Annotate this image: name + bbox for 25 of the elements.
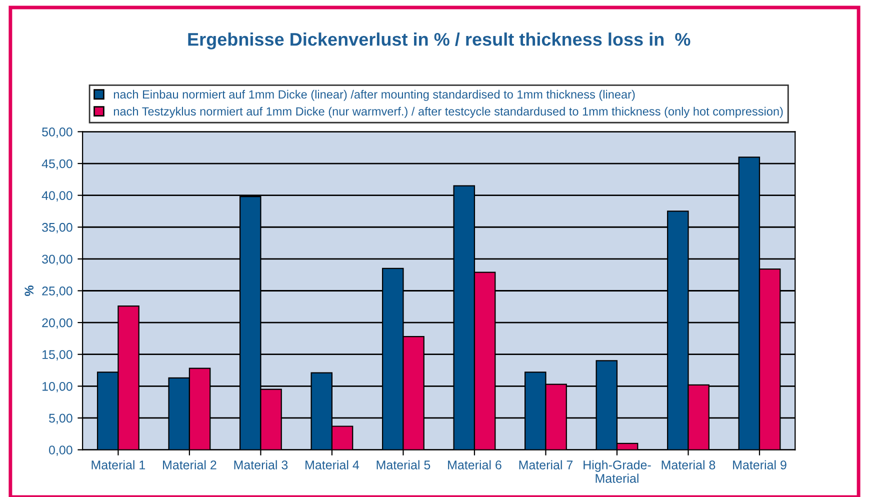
- y-tick-label: 10,00: [42, 382, 72, 392]
- y-tick-label: 5,00: [49, 414, 72, 424]
- x-tick-label: Material 9: [733, 460, 786, 470]
- y-tick-label: 45,00: [42, 159, 72, 170]
- x-tick-label: High-Grade- Material: [584, 460, 651, 483]
- legend-label: nach Einbau normiert auf 1mm Dicke (linear) /after mounting standardised to 1mm thickness (linear): [114, 90, 635, 101]
- y-tick-label: 35,00: [42, 222, 72, 234]
- y-tick-label: 30,00: [42, 254, 72, 266]
- y-axis-title: %: [24, 286, 34, 296]
- x-tick-label: Material 7: [519, 460, 573, 470]
- y-tick-label: 40,00: [42, 191, 72, 202]
- x-tick-label: Material 5: [376, 460, 430, 470]
- x-tick-label: Material 8: [662, 460, 716, 470]
- x-tick-label: Material 3: [234, 460, 288, 470]
- x-tick-label: Material 4: [306, 460, 360, 470]
- x-tick-label: Material 6: [448, 460, 502, 470]
- y-tick-label: 50,00: [42, 128, 72, 138]
- y-tick-label: 20,00: [42, 318, 72, 329]
- y-tick-label: 15,00: [42, 350, 72, 360]
- x-tick-label: Material 1: [92, 460, 146, 470]
- y-tick-label: 25,00: [42, 286, 72, 297]
- legend-label: nach Testzyklus normiert auf 1mm Dicke (nur warmverf.) / after testcycle standardused to 1mm thickness (only hot compression): [114, 106, 783, 118]
- y-tick-label: 0,00: [48, 446, 72, 456]
- x-tick-label: Material 2: [163, 460, 216, 470]
- chart-title: Ergebnisse Dickenverlust in % / result thickness loss in %: [188, 32, 690, 50]
